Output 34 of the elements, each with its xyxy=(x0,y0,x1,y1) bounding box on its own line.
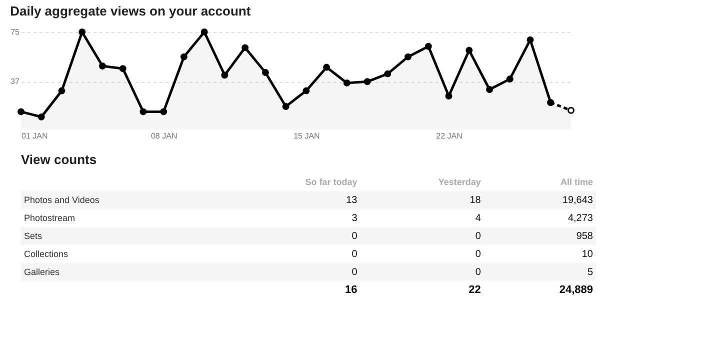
data-label: 4 xyxy=(475,213,482,224)
text: 22 xyxy=(468,284,481,296)
data-label: 0 xyxy=(352,249,358,260)
y-tick-label: 37 xyxy=(10,77,20,86)
data-label: 10 xyxy=(582,249,594,260)
data-label: 18 xyxy=(470,195,482,206)
x-tick-label: 01 JAN xyxy=(22,132,48,140)
chart-title: Daily aggregate views on your account xyxy=(10,3,252,18)
category-label: Galleries xyxy=(24,267,60,277)
x-tick-label: 15 JAN xyxy=(294,132,320,140)
text: 24,889 xyxy=(559,284,593,296)
text: View counts xyxy=(21,152,97,167)
data-label: 4,273 xyxy=(568,213,594,224)
x-tick-label: 08 JAN xyxy=(150,132,178,140)
data-label: 3 xyxy=(352,213,358,224)
category-label: Sets xyxy=(24,231,43,241)
series-label: So far today xyxy=(305,177,358,187)
data-label: 0 xyxy=(352,267,358,278)
text: 16 xyxy=(345,284,358,296)
y-tick-label: 75 xyxy=(10,28,20,36)
category-label: Photos and Videos xyxy=(24,195,100,205)
text: All time xyxy=(560,177,593,187)
data-label: 5 xyxy=(587,267,594,278)
data-label: 0 xyxy=(475,231,482,242)
text: Yesterday xyxy=(438,177,481,187)
data-label: 19,643 xyxy=(562,195,594,206)
category-label: Collections xyxy=(24,249,69,259)
x-tick-label: 22 JAN xyxy=(436,132,463,140)
category-label: Photostream xyxy=(24,213,76,223)
data-label: 958 xyxy=(576,231,594,242)
data-label: 13 xyxy=(346,195,358,206)
data-label: 0 xyxy=(352,231,358,242)
data-label: 0 xyxy=(475,249,482,260)
data-label: 0 xyxy=(475,267,482,278)
